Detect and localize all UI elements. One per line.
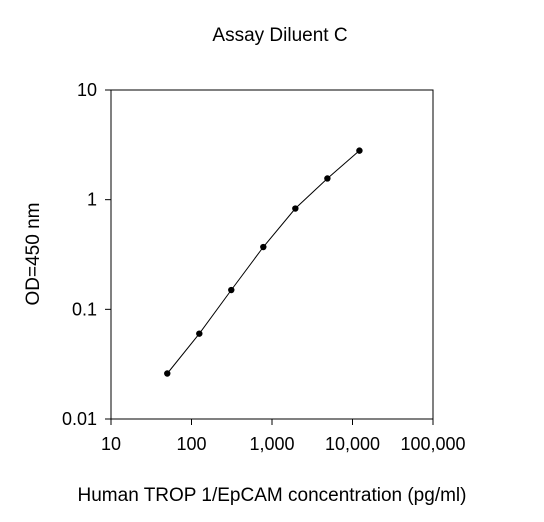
data-point bbox=[260, 243, 267, 251]
x-tick-label: 1,000 bbox=[249, 434, 294, 454]
y-tick-label: 0.01 bbox=[62, 409, 97, 429]
x-tick-label: 100,000 bbox=[400, 434, 465, 454]
y-tick-label: 10 bbox=[77, 80, 97, 100]
data-point bbox=[164, 370, 171, 377]
y-axis: 0.01 0.1 1 10 bbox=[62, 80, 111, 429]
x-tick-label: 100 bbox=[176, 434, 206, 454]
data-point bbox=[324, 175, 331, 182]
data-point bbox=[196, 330, 203, 337]
x-axis-label: Human TROP 1/EpCAM concentration (pg/ml) bbox=[78, 485, 467, 506]
series-line bbox=[166, 150, 360, 374]
series-layer bbox=[164, 147, 363, 377]
x-tick-label: 10 bbox=[101, 434, 121, 454]
y-tick-label: 1 bbox=[87, 190, 97, 210]
data-point bbox=[292, 205, 299, 212]
data-point bbox=[356, 147, 363, 154]
data-point bbox=[228, 286, 235, 294]
chart-title: Assay Diluent C bbox=[212, 25, 347, 46]
y-tick-label: 0.1 bbox=[72, 299, 97, 319]
x-axis: 10 100 1,000 10,000 100,000 bbox=[101, 419, 466, 454]
plot-area bbox=[110, 89, 434, 420]
y-axis-label: OD=450 nm bbox=[23, 203, 44, 306]
x-tick-label: 10,000 bbox=[325, 434, 380, 454]
